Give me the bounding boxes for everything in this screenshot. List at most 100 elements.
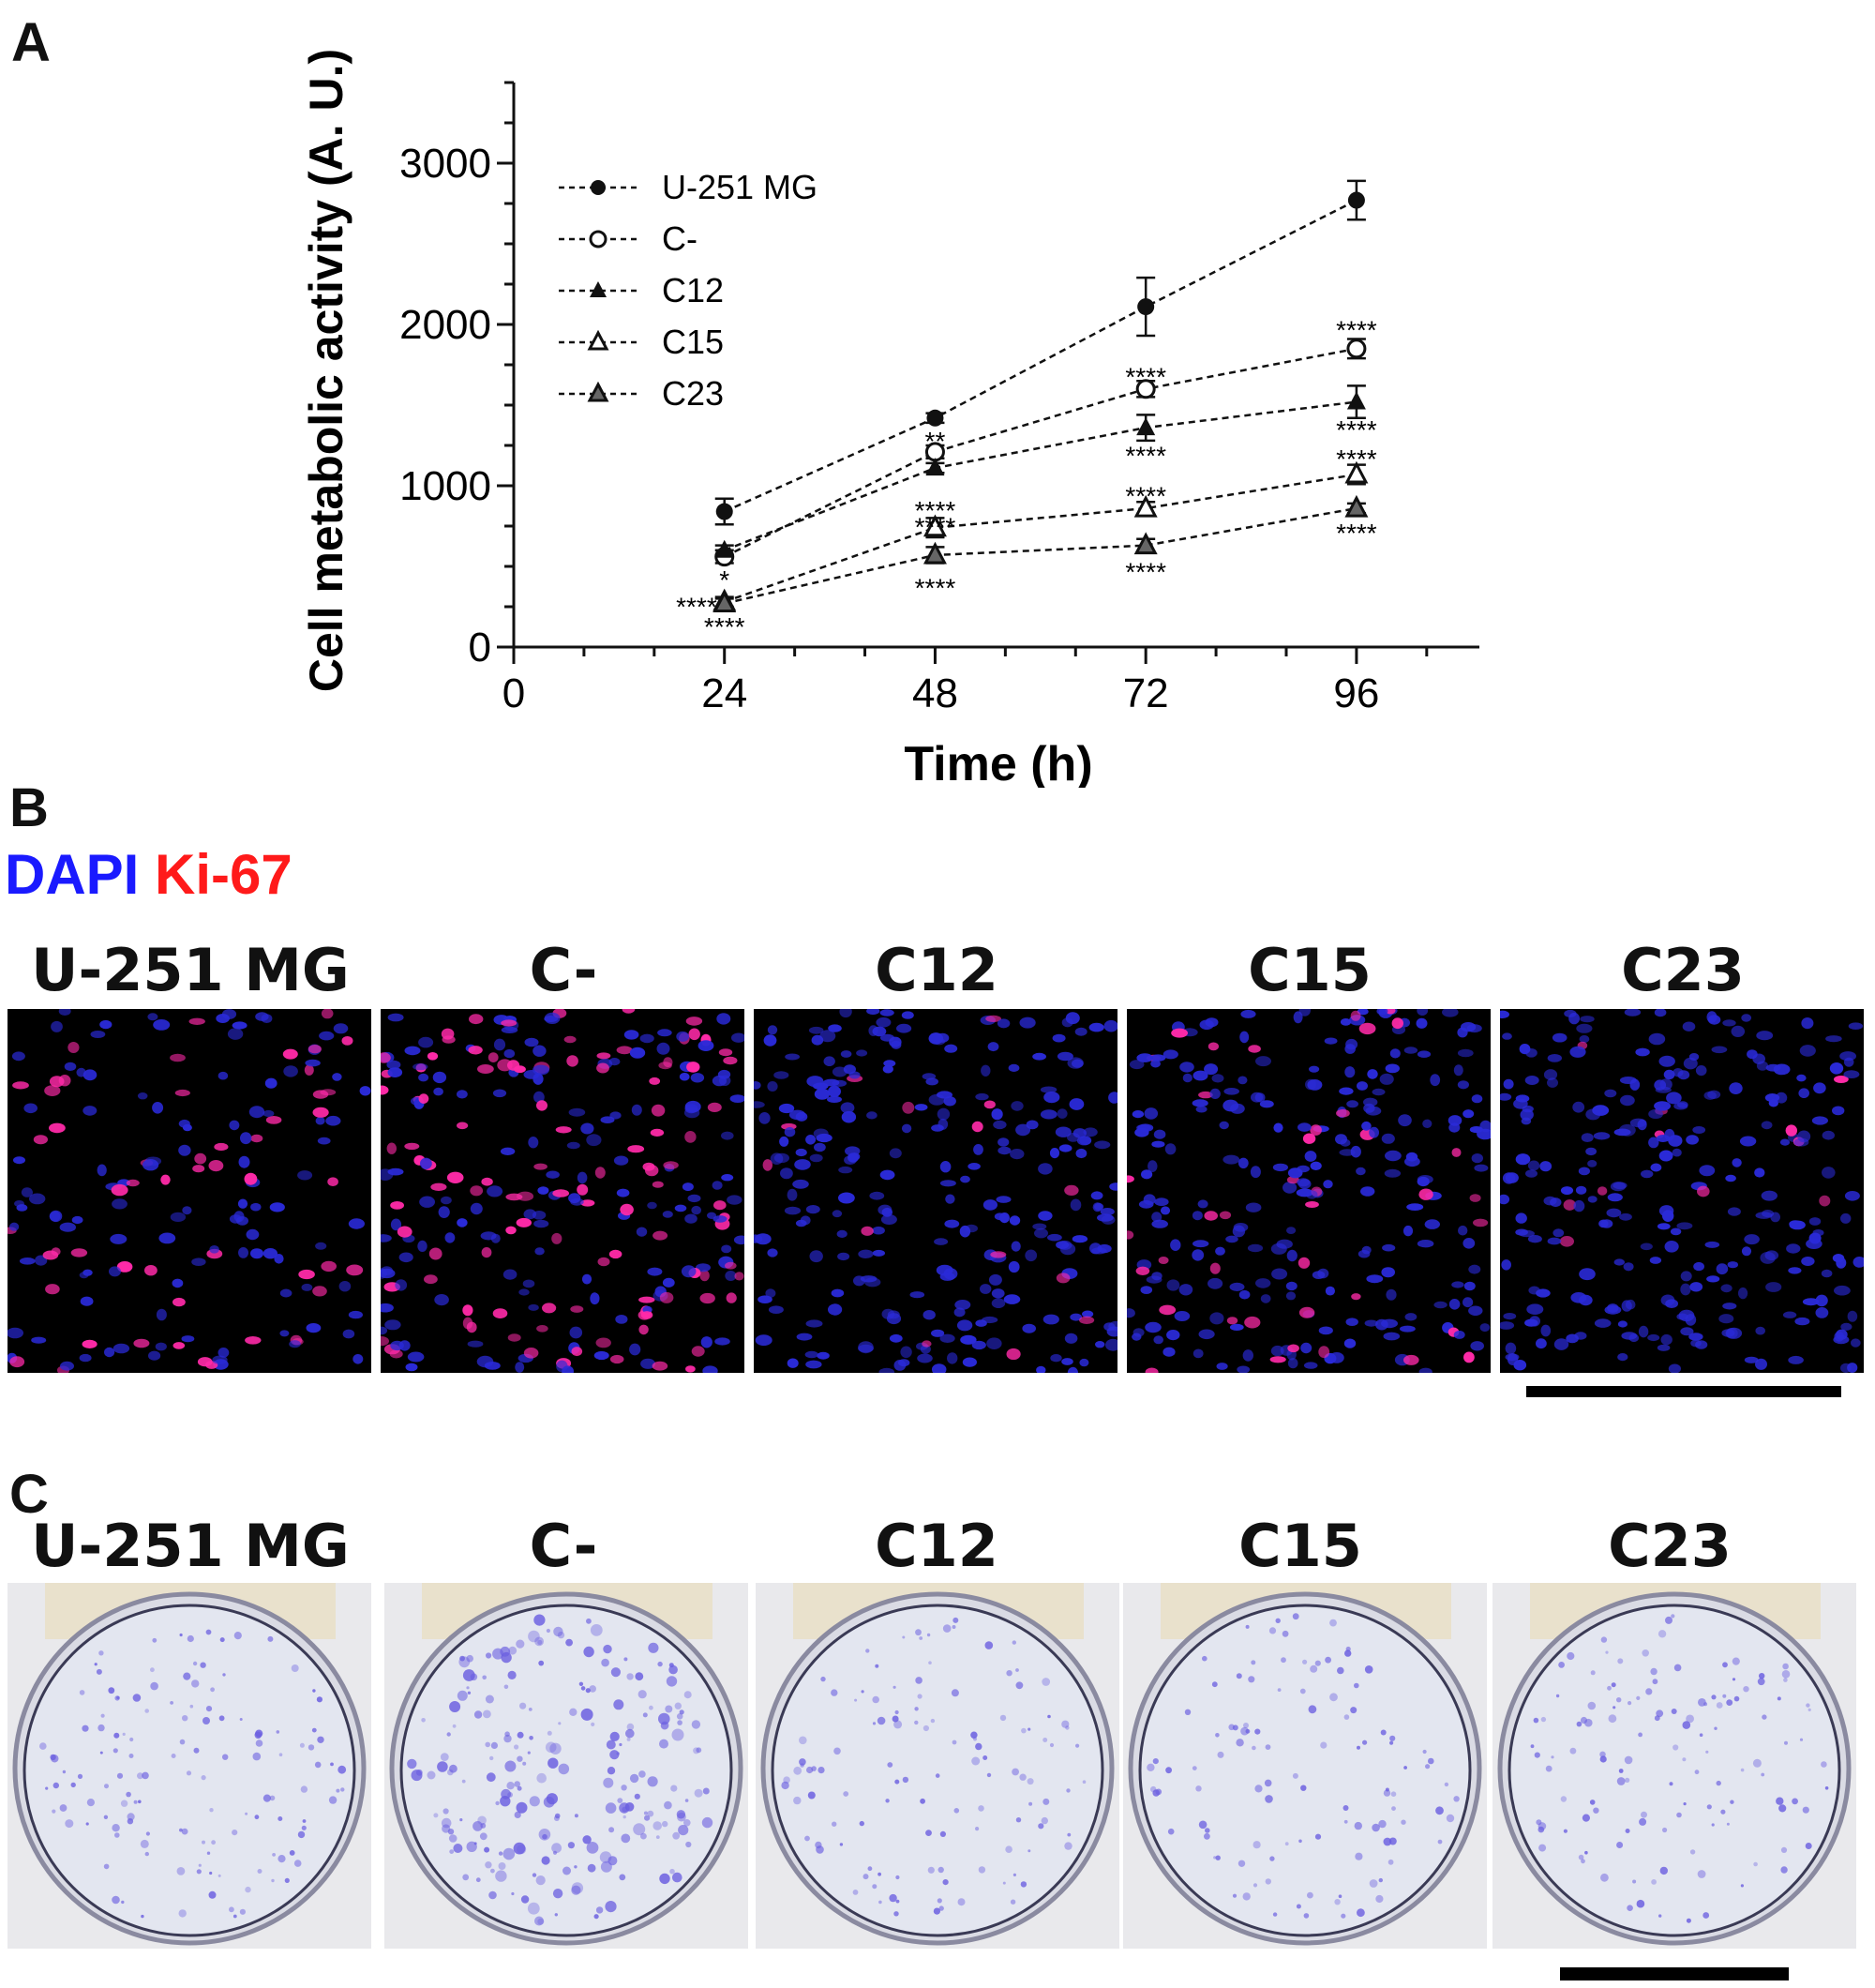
nucleus: [1166, 1330, 1180, 1341]
colony: [1254, 1728, 1261, 1735]
nucleus: [1324, 1037, 1338, 1045]
nucleus: [1500, 1321, 1515, 1330]
colony: [245, 1812, 248, 1815]
colony: [1251, 1660, 1256, 1665]
nucleus: [1239, 1031, 1250, 1044]
nucleus: [1739, 1136, 1757, 1147]
nucleus: [532, 1045, 547, 1057]
colony: [1714, 1726, 1718, 1730]
nucleus: [1706, 1011, 1718, 1023]
nucleus: [947, 1352, 958, 1364]
ki67-positive-nucleus: [1198, 1091, 1213, 1099]
colony: [466, 1654, 473, 1663]
colony: [312, 1689, 316, 1693]
nucleus: [1151, 1212, 1162, 1223]
colony: [245, 1886, 251, 1893]
dish-well: [1508, 1604, 1841, 1937]
nucleus: [754, 1081, 761, 1090]
colony: [953, 1808, 960, 1814]
nucleus: [1329, 1352, 1344, 1363]
nucleus: [532, 1064, 549, 1076]
nucleus: [770, 1152, 784, 1165]
nucleus: [1451, 1281, 1464, 1288]
colony: [1299, 1688, 1306, 1694]
nucleus: [1285, 1281, 1298, 1291]
colony: [978, 1866, 986, 1874]
colony: [114, 1832, 120, 1838]
ki67-positive-nucleus: [470, 1185, 484, 1197]
nucleus: [1834, 1332, 1845, 1342]
nucleus: [1553, 1338, 1569, 1350]
ki67-positive-nucleus: [622, 1009, 636, 1014]
colony: [1254, 1785, 1263, 1793]
nucleus: [1725, 1174, 1736, 1182]
nucleus: [817, 1351, 830, 1360]
colony: [609, 1750, 620, 1760]
nucleus: [381, 1326, 388, 1335]
colony: [1042, 1738, 1048, 1742]
nucleus: [240, 1132, 252, 1145]
colony: [1538, 1822, 1547, 1830]
x-tick-label: 96: [1333, 670, 1379, 716]
nucleus: [1462, 1109, 1475, 1119]
nucleus: [1009, 1215, 1021, 1226]
colony: [196, 1869, 202, 1875]
ki67-positive-nucleus: [699, 1270, 710, 1282]
micrograph-image: [754, 1009, 1118, 1373]
colony: [202, 1840, 205, 1845]
colony: [1061, 1720, 1070, 1728]
nucleus: [901, 1123, 912, 1134]
colony: [475, 1877, 481, 1883]
nucleus: [1385, 1063, 1400, 1074]
colony: [330, 1762, 334, 1767]
nucleus: [785, 1053, 800, 1061]
colony: [1545, 1765, 1552, 1772]
nucleus: [841, 1110, 857, 1123]
nucleus: [731, 1032, 744, 1043]
nucleus: [229, 1120, 240, 1131]
nucleus: [1821, 1269, 1833, 1278]
ki67-positive-nucleus: [1159, 1304, 1177, 1316]
nucleus: [1619, 1123, 1636, 1137]
nucleus: [1040, 1109, 1058, 1120]
micro-label-c23: C23: [1621, 936, 1745, 1004]
colony: [490, 1868, 495, 1874]
ki67-positive-nucleus: [638, 1324, 649, 1335]
colony: [1627, 1905, 1633, 1911]
nucleus: [971, 1340, 986, 1350]
ki67-positive-nucleus: [640, 1311, 653, 1319]
series-line: [724, 347, 1358, 558]
nucleus: [1711, 1046, 1728, 1054]
colony: [205, 1629, 212, 1635]
colony: [889, 1893, 897, 1903]
nucleus: [1832, 1254, 1845, 1263]
micro-label-u251: U-251 MG: [31, 936, 350, 1004]
nucleus: [1525, 1169, 1538, 1178]
nucleus: [811, 1034, 824, 1046]
nucleus: [1025, 1249, 1038, 1262]
colony: [52, 1809, 56, 1814]
nucleus: [1305, 1078, 1316, 1091]
nucleus: [1731, 1025, 1746, 1037]
nucleus: [1727, 1261, 1738, 1269]
colony: [502, 1847, 516, 1860]
colony: [427, 1770, 436, 1780]
colony: [1265, 1878, 1271, 1885]
ki67-positive-nucleus: [70, 1248, 88, 1258]
nucleus: [679, 1072, 690, 1081]
colony: [336, 1788, 340, 1793]
micro-label-cneg: C-: [529, 936, 598, 1004]
colony: [1020, 1881, 1028, 1888]
nucleus: [387, 1067, 403, 1077]
nucleus: [1604, 1089, 1617, 1098]
nucleus: [1101, 1214, 1116, 1225]
colony: [486, 1772, 496, 1783]
nucleus: [279, 1288, 292, 1298]
colony: [593, 1914, 599, 1920]
colony: [804, 1835, 810, 1842]
panel-label-a: A: [11, 12, 51, 73]
micrograph-c23: [1500, 1009, 1864, 1373]
nucleus: [1797, 1130, 1811, 1143]
colony: [1625, 1777, 1630, 1783]
x-axis-label: Time (h): [904, 737, 1092, 788]
